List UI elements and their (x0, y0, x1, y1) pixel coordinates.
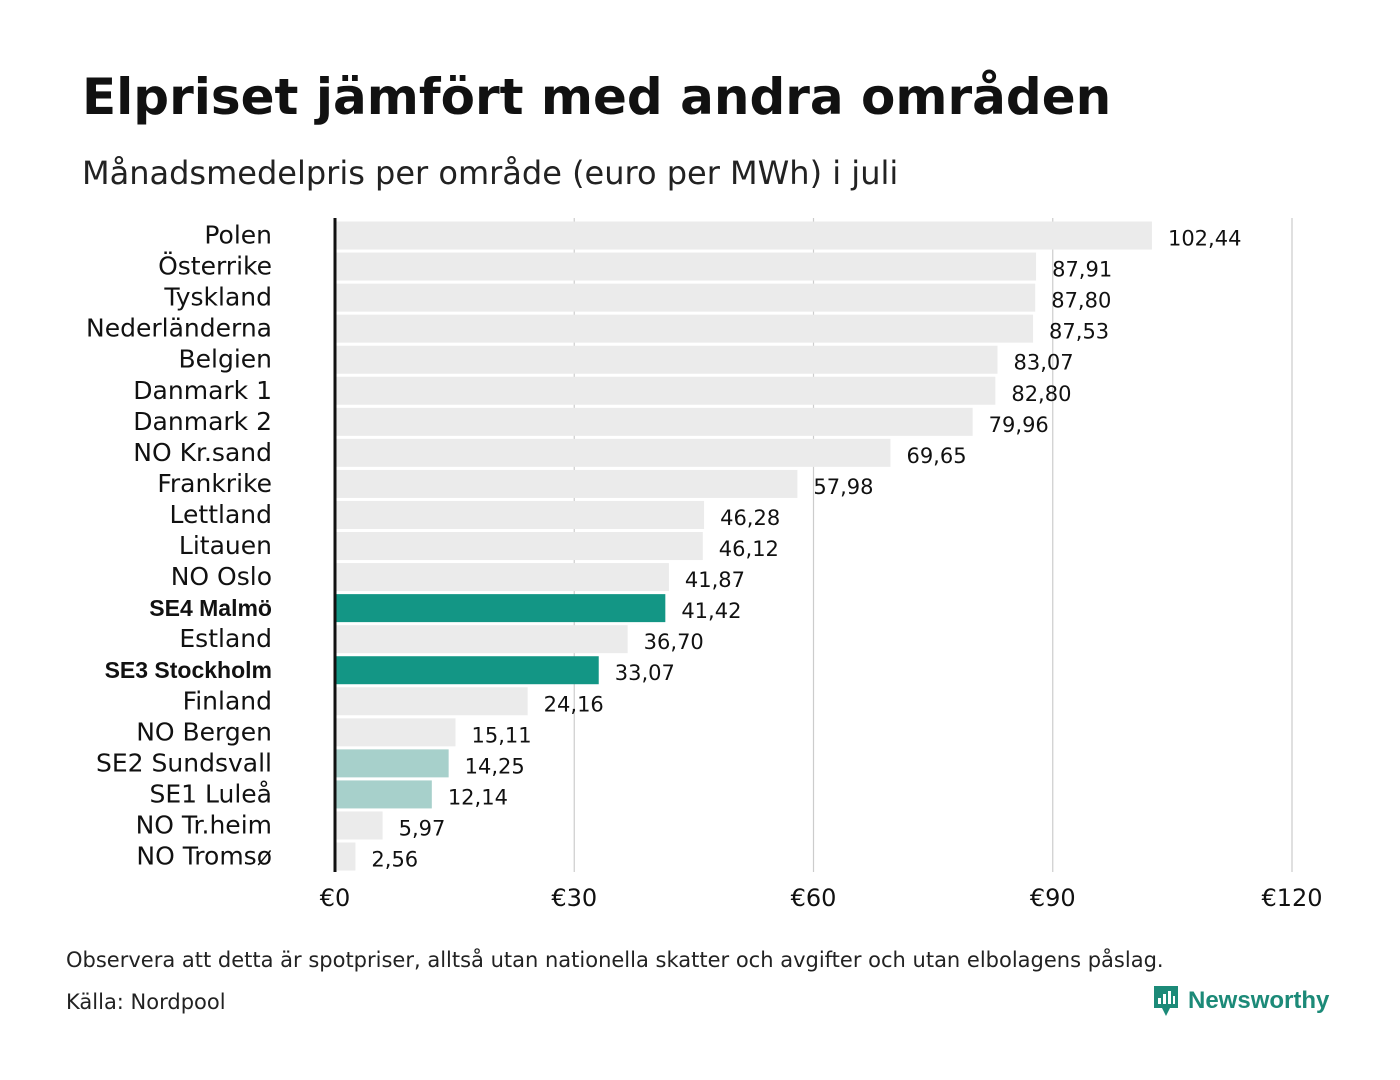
bar (335, 687, 528, 716)
bar (335, 749, 449, 778)
value-label: 41,87 (685, 568, 745, 592)
category-labels: PolenÖsterrikeTysklandNederländernaBelgi… (86, 221, 272, 871)
category-label: SE4 Malmö (149, 595, 272, 621)
brand[interactable]: Newsworthy (1152, 984, 1329, 1018)
bar (335, 842, 356, 871)
x-tick-label: €0 (320, 884, 351, 912)
category-label: Frankrike (157, 469, 272, 498)
value-labels: 102,44 87,91 87,80 87,53 83,07 82,80 79,96 69,6… (371, 227, 1241, 872)
bar (335, 438, 891, 467)
value-label: 57,98 (813, 475, 873, 499)
category-label: Danmark 1 (133, 376, 272, 405)
value-label: 15,11 (472, 723, 532, 747)
value-label: 87,80 (1051, 289, 1111, 313)
category-label: NO Oslo (171, 562, 272, 591)
bar (335, 500, 705, 529)
x-tick-label: €30 (551, 884, 597, 912)
value-label: 46,12 (719, 537, 779, 561)
brand-name: Newsworthy (1188, 987, 1330, 1014)
value-label: 5,97 (399, 816, 446, 840)
category-label: Litauen (179, 531, 272, 560)
chart-subtitle: Månadsmedelpris per område (euro per MWh… (82, 154, 899, 192)
category-label: SE1 Luleå (150, 779, 273, 808)
value-label: 33,07 (615, 661, 675, 685)
value-label: 36,70 (644, 630, 704, 654)
value-label: 46,28 (720, 506, 780, 530)
bar (335, 625, 628, 654)
value-label: 41,42 (681, 599, 741, 623)
x-tick-label: €90 (1030, 884, 1076, 912)
bar (335, 718, 456, 747)
bars (335, 221, 1152, 871)
bar (335, 252, 1037, 281)
newsworthy-logo-icon (1154, 986, 1178, 1016)
value-label: 87,91 (1052, 258, 1112, 282)
footnote: Observera att detta är spotpriser, allts… (66, 948, 1164, 972)
x-tick-label: €60 (791, 884, 837, 912)
category-label: Belgien (178, 345, 272, 374)
bar (335, 407, 973, 436)
bar (335, 469, 798, 498)
category-label: Estland (179, 624, 272, 653)
category-label: Finland (183, 686, 272, 715)
value-label: 82,80 (1011, 382, 1071, 406)
bar (335, 594, 666, 623)
value-label: 12,14 (448, 785, 508, 809)
category-label: Nederländerna (86, 314, 272, 343)
category-label: NO Kr.sand (133, 438, 272, 467)
bar (335, 656, 599, 685)
value-label: 79,96 (989, 413, 1049, 437)
bar (335, 811, 383, 840)
category-label: Österrike (158, 252, 272, 281)
value-label: 69,65 (906, 444, 966, 468)
chart-title: Elpriset jämfört med andra områden (82, 68, 1112, 126)
bar (335, 345, 998, 374)
category-label: NO Tr.heim (136, 810, 272, 839)
bar-chart: PolenÖsterrikeTysklandNederländernaBelgi… (86, 218, 1323, 912)
bar (335, 376, 996, 405)
bar (335, 314, 1034, 343)
value-label: 24,16 (544, 692, 604, 716)
value-label: 102,44 (1168, 227, 1241, 251)
x-tick-label: €120 (1261, 884, 1322, 912)
bar (335, 563, 669, 592)
category-label: Tyskland (163, 283, 272, 312)
category-label: NO Tromsø (136, 842, 272, 871)
category-label: Danmark 2 (133, 407, 272, 436)
value-label: 87,53 (1049, 320, 1109, 344)
bar (335, 221, 1152, 250)
value-label: 14,25 (465, 754, 525, 778)
bar (335, 532, 703, 561)
bar (335, 780, 432, 809)
category-label: SE3 Stockholm (105, 657, 272, 683)
value-label: 83,07 (1013, 351, 1073, 375)
value-label: 2,56 (371, 848, 418, 872)
category-label: NO Bergen (136, 717, 272, 746)
bar (335, 283, 1036, 312)
x-axis-ticks: €0 €30 €60 €90 €120 (320, 884, 1323, 912)
category-label: Polen (204, 221, 272, 250)
category-label: SE2 Sundsvall (96, 748, 272, 777)
source-note: Källa: Nordpool (66, 990, 226, 1014)
category-label: Lettland (170, 500, 272, 529)
